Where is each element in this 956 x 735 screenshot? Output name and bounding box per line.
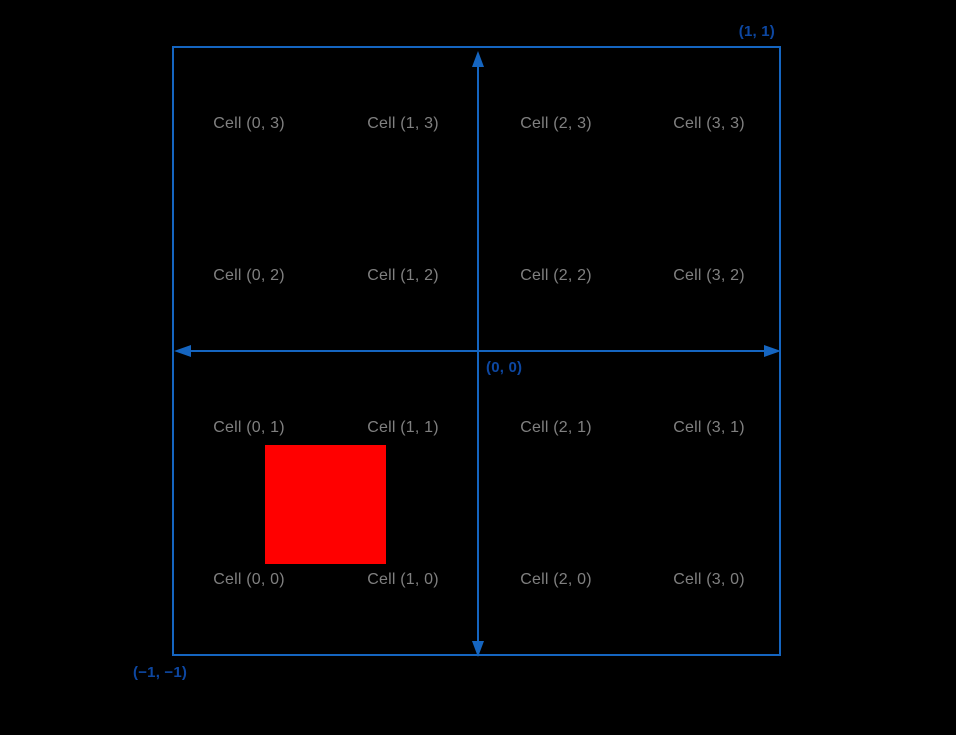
bottom-left-corner-coord-label: (−1, −1) (133, 664, 188, 681)
y-axis-arrow-down-icon (472, 641, 484, 657)
cell-label-2-0: Cell (2, 0) (520, 571, 592, 588)
cell-label-3-1: Cell (3, 1) (673, 419, 745, 436)
cell-label-0-1: Cell (0, 1) (213, 419, 285, 436)
cell-label-3-0: Cell (3, 0) (673, 571, 745, 588)
cell-label-1-3: Cell (1, 3) (367, 115, 439, 132)
cell-label-2-1: Cell (2, 1) (520, 419, 592, 436)
cell-label-2-2: Cell (2, 2) (520, 267, 592, 284)
cell-label-1-0: Cell (1, 0) (367, 571, 439, 588)
cell-label-3-2: Cell (3, 2) (673, 267, 745, 284)
cell-label-3-3: Cell (3, 3) (673, 115, 745, 132)
cell-label-1-1: Cell (1, 1) (367, 419, 439, 436)
cell-label-0-0: Cell (0, 0) (213, 571, 285, 588)
top-right-corner-coord-label: (1, 1) (738, 23, 775, 40)
cell-label-2-3: Cell (2, 3) (520, 115, 592, 132)
cell-label-0-2: Cell (0, 2) (213, 267, 285, 284)
cell-label-1-2: Cell (1, 2) (367, 267, 439, 284)
x-axis-arrow-right-icon (764, 345, 781, 357)
x-axis-arrow-left-icon (174, 345, 191, 357)
origin-coord-label: (0, 0) (486, 359, 523, 376)
red-square-sprite[interactable] (265, 445, 386, 564)
y-axis-arrow-up-icon (472, 51, 484, 67)
cell-label-0-3: Cell (0, 3) (213, 115, 285, 132)
